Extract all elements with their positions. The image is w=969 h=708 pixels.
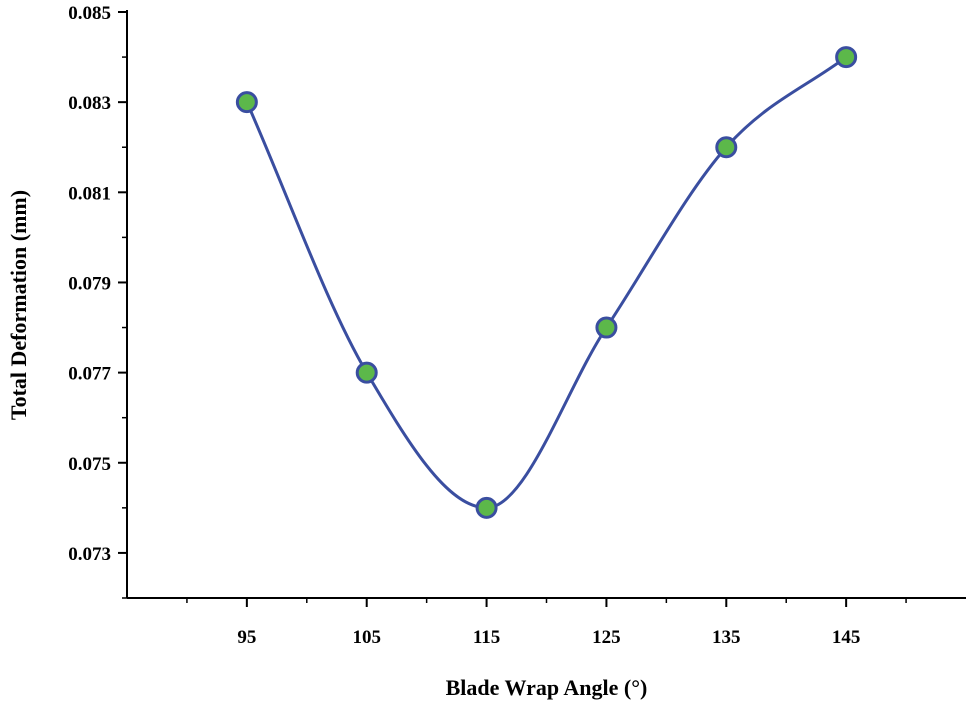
y-tick-label: 0.083 [68,93,111,114]
y-axis-title: Total Deformation (mm) [6,190,31,420]
data-point [355,361,378,384]
y-tick-label: 0.073 [68,544,111,565]
data-series [235,46,858,519]
x-axis-title: Blade Wrap Angle (°) [446,675,648,700]
x-tick-label: 115 [473,627,500,648]
y-tick-label: 0.085 [68,3,111,24]
x-tick-label: 145 [832,627,861,648]
x-tick-label: 125 [592,627,621,648]
series-line [245,55,848,510]
data-point [835,46,858,69]
y-tick-label: 0.079 [68,273,111,294]
data-point [475,496,498,519]
data-point [235,91,258,114]
y-tick-label: 0.077 [68,364,111,385]
axis-labels: Blade Wrap Angle (°) Total Deformation (… [6,190,647,700]
data-point [715,136,738,159]
y-tick-label: 0.075 [68,454,111,475]
axis-ticks: 0.073 0.075 0.077 0.079 0.081 0.083 0.085 95 105… [68,3,907,648]
x-tick-label: 105 [352,627,381,648]
x-tick-label: 95 [237,627,256,648]
y-tick-label: 0.081 [68,183,111,204]
x-tick-label: 135 [712,627,741,648]
data-point [595,316,618,339]
